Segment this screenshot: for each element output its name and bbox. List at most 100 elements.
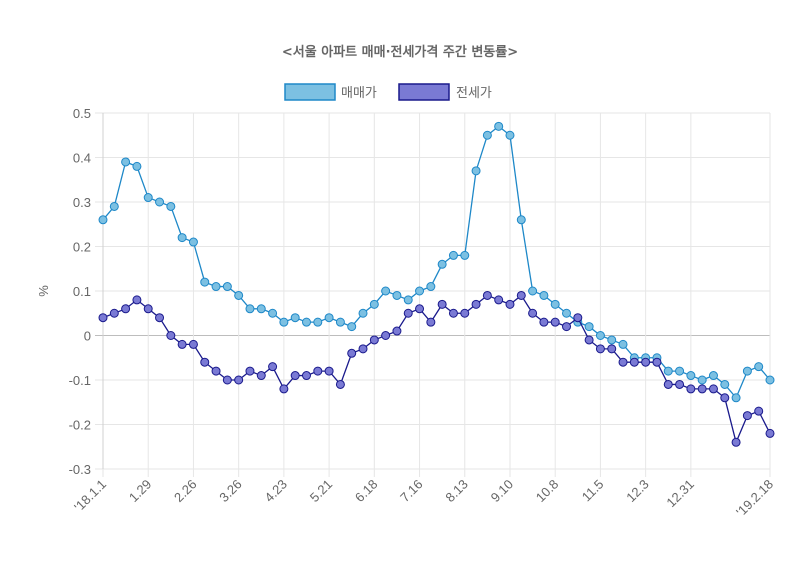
data-point[interactable] <box>471 299 481 309</box>
data-point[interactable] <box>415 286 425 296</box>
data-point[interactable] <box>290 371 300 381</box>
data-point[interactable] <box>742 411 752 421</box>
data-point[interactable] <box>765 428 775 438</box>
data-point[interactable] <box>347 322 357 332</box>
data-point[interactable] <box>155 313 165 323</box>
data-point[interactable] <box>641 357 651 367</box>
data-point[interactable] <box>618 357 628 367</box>
data-point[interactable] <box>426 317 436 327</box>
data-point[interactable] <box>98 215 108 225</box>
data-point[interactable] <box>516 215 526 225</box>
data-point[interactable] <box>132 161 142 171</box>
data-point[interactable] <box>403 308 413 318</box>
data-point[interactable] <box>731 393 741 403</box>
data-point[interactable] <box>279 317 289 327</box>
data-point[interactable] <box>109 308 119 318</box>
data-point[interactable] <box>200 277 210 287</box>
data-point[interactable] <box>697 384 707 394</box>
data-point[interactable] <box>324 366 334 376</box>
data-point[interactable] <box>754 362 764 372</box>
data-point[interactable] <box>166 201 176 211</box>
data-point[interactable] <box>155 197 165 207</box>
data-point[interactable] <box>188 237 198 247</box>
data-point[interactable] <box>550 299 560 309</box>
data-point[interactable] <box>482 130 492 140</box>
data-point[interactable] <box>663 366 673 376</box>
data-point[interactable] <box>731 437 741 447</box>
data-point[interactable] <box>211 366 221 376</box>
data-point[interactable] <box>595 344 605 354</box>
data-point[interactable] <box>754 406 764 416</box>
data-point[interactable] <box>765 375 775 385</box>
data-point[interactable] <box>539 317 549 327</box>
data-point[interactable] <box>505 299 515 309</box>
data-point[interactable] <box>109 201 119 211</box>
data-point[interactable] <box>528 286 538 296</box>
data-point[interactable] <box>358 344 368 354</box>
data-point[interactable] <box>268 362 278 372</box>
data-point[interactable] <box>222 375 232 385</box>
data-point[interactable] <box>324 313 334 323</box>
data-point[interactable] <box>177 339 187 349</box>
data-point[interactable] <box>482 290 492 300</box>
data-point[interactable] <box>234 375 244 385</box>
data-point[interactable] <box>448 250 458 260</box>
data-point[interactable] <box>629 357 639 367</box>
data-point[interactable] <box>381 331 391 340</box>
data-point[interactable] <box>675 366 685 376</box>
data-point[interactable] <box>177 233 187 243</box>
data-point[interactable] <box>301 371 311 381</box>
data-point[interactable] <box>211 282 221 292</box>
data-point[interactable] <box>652 357 662 367</box>
data-point[interactable] <box>335 317 345 327</box>
data-point[interactable] <box>720 379 730 389</box>
data-point[interactable] <box>607 335 617 345</box>
data-point[interactable] <box>742 366 752 376</box>
data-point[interactable] <box>528 308 538 318</box>
data-point[interactable] <box>121 304 131 314</box>
data-point[interactable] <box>256 371 266 381</box>
data-point[interactable] <box>188 339 198 349</box>
data-point[interactable] <box>550 317 560 327</box>
data-point[interactable] <box>98 313 108 323</box>
data-point[interactable] <box>166 331 176 340</box>
data-point[interactable] <box>369 335 379 345</box>
data-point[interactable] <box>618 339 628 349</box>
legend-item-sale[interactable]: 매매가 <box>284 83 377 101</box>
data-point[interactable] <box>143 304 153 314</box>
data-point[interactable] <box>358 308 368 318</box>
data-point[interactable] <box>381 286 391 296</box>
data-point[interactable] <box>256 304 266 314</box>
data-point[interactable] <box>403 295 413 305</box>
data-point[interactable] <box>200 357 210 367</box>
data-point[interactable] <box>347 348 357 358</box>
data-point[interactable] <box>562 308 572 318</box>
data-point[interactable] <box>313 366 323 376</box>
data-point[interactable] <box>584 335 594 345</box>
data-point[interactable] <box>708 384 718 394</box>
data-point[interactable] <box>607 344 617 354</box>
data-point[interactable] <box>686 384 696 394</box>
data-point[interactable] <box>437 259 447 269</box>
data-point[interactable] <box>663 379 673 389</box>
data-point[interactable] <box>222 282 232 292</box>
data-point[interactable] <box>313 317 323 327</box>
data-point[interactable] <box>392 290 402 300</box>
data-point[interactable] <box>392 326 402 336</box>
data-point[interactable] <box>245 304 255 314</box>
data-point[interactable] <box>121 157 131 167</box>
data-point[interactable] <box>290 313 300 323</box>
data-point[interactable] <box>143 193 153 203</box>
data-point[interactable] <box>471 166 481 176</box>
data-point[interactable] <box>494 295 504 305</box>
data-point[interactable] <box>708 371 718 381</box>
data-point[interactable] <box>245 366 255 376</box>
data-point[interactable] <box>697 375 707 385</box>
data-point[interactable] <box>516 290 526 300</box>
legend-item-jeonse[interactable]: 전세가 <box>398 83 492 101</box>
data-point[interactable] <box>460 308 470 318</box>
data-point[interactable] <box>234 290 244 300</box>
data-point[interactable] <box>426 282 436 292</box>
data-point[interactable] <box>686 371 696 381</box>
data-point[interactable] <box>562 322 572 332</box>
